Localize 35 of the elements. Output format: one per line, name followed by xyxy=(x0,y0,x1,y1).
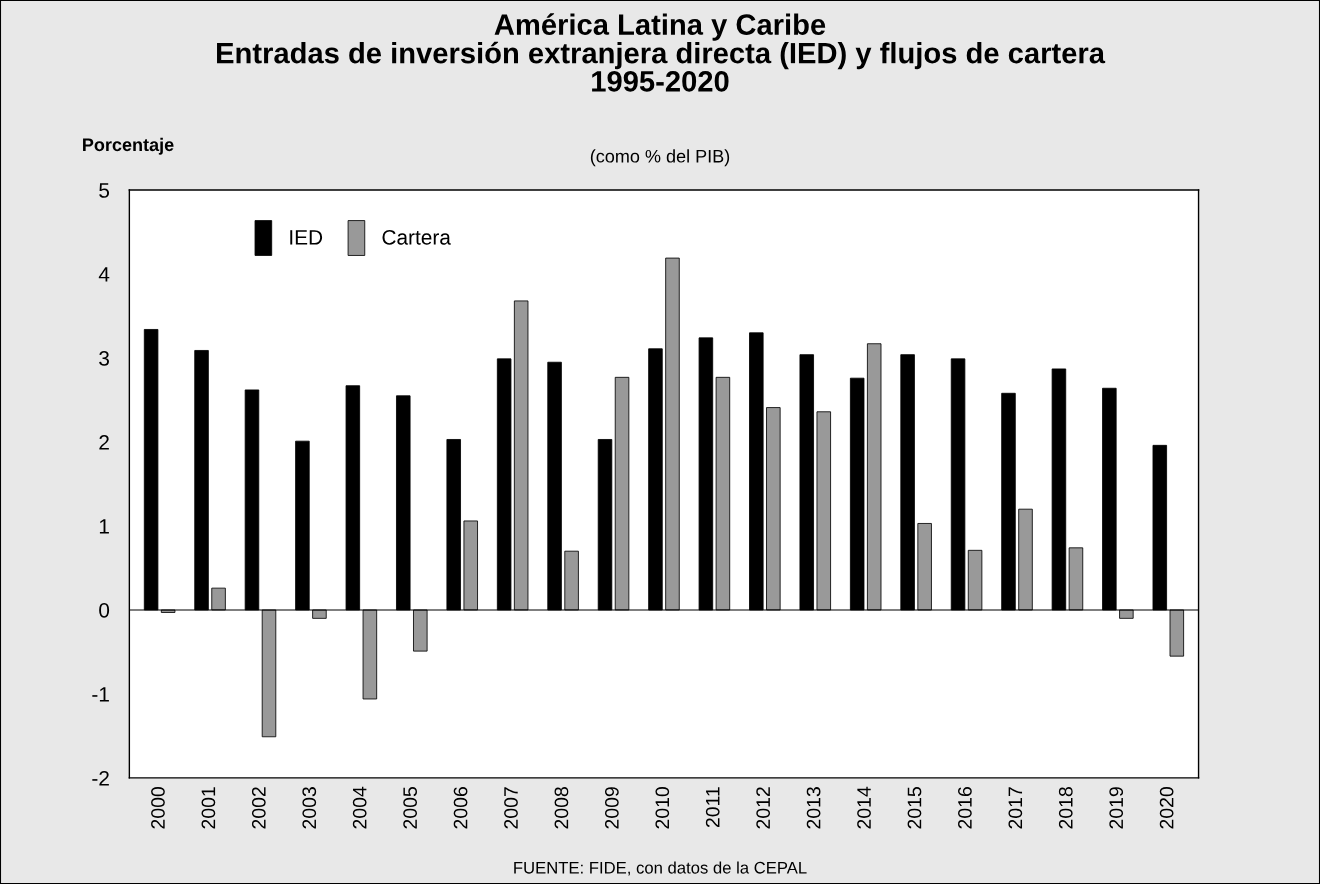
y-tick-label: 5 xyxy=(99,183,110,198)
x-tick-label: 2020 xyxy=(1159,787,1174,829)
x-tick-label: 2013 xyxy=(806,787,821,829)
x-tick-label: 2000 xyxy=(151,787,165,829)
y-tick-label: 0 xyxy=(99,602,110,618)
x-tick-label: 2017 xyxy=(1008,787,1023,829)
y-tick-label: -2 xyxy=(92,770,109,786)
x-tick-label: 2003 xyxy=(302,787,317,829)
y-tick-label: 4 xyxy=(98,267,110,282)
x-tick-label: 2001 xyxy=(201,787,216,829)
x-tick-label: 2015 xyxy=(907,787,922,829)
source-note: FUENTE: FIDE, con datos de la CEPAL xyxy=(514,861,807,876)
x-tick-label: 2009 xyxy=(604,787,619,829)
y-tick-label: -1 xyxy=(92,687,109,702)
x-tick-label: 2002 xyxy=(251,787,266,829)
x-tick-label: 2014 xyxy=(857,786,871,829)
legend-label: IED xyxy=(290,230,323,245)
y-axis-title: Porcentaje xyxy=(83,137,174,155)
x-tick-label: 2006 xyxy=(453,787,468,829)
legend-label: Cartera xyxy=(382,229,451,245)
chart-title: América Latina y Caribe Entradas de inversión extranjera directa (IED) y flujos de cartera 1995-2020 xyxy=(217,13,1106,92)
y-tick-label: 1 xyxy=(99,519,109,534)
y-tick-label: 3 xyxy=(99,351,109,366)
x-tick-label: 2005 xyxy=(403,787,418,829)
x-tick-label: 2016 xyxy=(958,787,972,829)
x-tick-label: 2004 xyxy=(352,786,367,829)
x-tick-label: 2011 xyxy=(705,787,720,828)
x-tick-label: 2008 xyxy=(554,787,569,829)
x-tick-label: 2019 xyxy=(1109,787,1124,829)
x-tick-label: 2012 xyxy=(756,787,771,829)
chart-subtitle: (como % del PIB) xyxy=(590,149,730,167)
x-tick-label: 2007 xyxy=(504,787,518,829)
y-tick-label: 2 xyxy=(99,435,109,450)
x-tick-label: 2018 xyxy=(1058,787,1073,829)
x-tick-label: 2010 xyxy=(655,787,670,829)
